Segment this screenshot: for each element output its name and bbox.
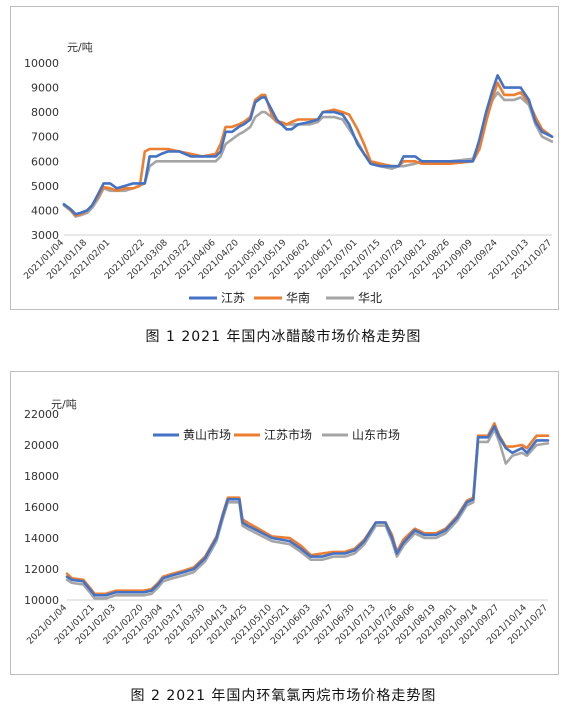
legend-label: 江苏市场 (264, 427, 312, 442)
series-line-2 (65, 428, 550, 600)
y-tick-label: 10000 (24, 57, 59, 70)
legend-label: 黄山市场 (183, 427, 231, 442)
y-tick-label: 3000 (31, 229, 59, 242)
legend-label: 山东市场 (352, 427, 400, 442)
y-axis-label: 元/吨 (51, 398, 77, 411)
series-line-2 (62, 91, 554, 218)
series-line-1 (65, 422, 550, 596)
y-tick-label: 8000 (31, 106, 59, 119)
y-tick-label: 5000 (31, 180, 59, 193)
y-tick-label: 18000 (24, 470, 59, 483)
legend-label: 华北 (358, 291, 382, 305)
y-tick-label: 6000 (31, 155, 59, 168)
y-tick-label: 12000 (24, 563, 59, 576)
y-tick-label: 14000 (24, 532, 59, 545)
y-tick-label: 4000 (31, 204, 59, 217)
series-line-0 (65, 425, 550, 597)
y-tick-label: 22000 (24, 408, 59, 421)
series-line-1 (62, 81, 554, 217)
chart-1-svg: 元/吨3000400050006000700080009000100002021… (22, 41, 554, 305)
y-tick-label: 10000 (24, 594, 59, 607)
y-axis-label: 元/吨 (67, 41, 93, 54)
y-tick-label: 20000 (24, 439, 59, 452)
chart-1-frame: 元/吨 3000 4000 5000 6000 7000 8000 9000 10000 2021… (10, 6, 559, 310)
chart-2-frame: 元/吨 10000 12000 14000 16000 18000 20000 22000 20… (10, 371, 559, 675)
chart-2-svg: 元/吨1000012000140001600018000200002200020… (24, 398, 550, 647)
y-tick-label: 9000 (31, 82, 59, 95)
legend-label: 华南 (286, 290, 310, 305)
y-tick-label: 7000 (31, 131, 59, 144)
figure-1-caption: 图 1 2021 年国内冰醋酸市场价格走势图 (145, 329, 422, 345)
y-tick-label: 16000 (24, 501, 59, 514)
legend-label: 江苏 (221, 291, 245, 305)
series-line-0 (62, 74, 554, 216)
figure-2-caption: 图 2 2021 年国内环氧氯丙烷市场价格走势图 (130, 688, 437, 704)
